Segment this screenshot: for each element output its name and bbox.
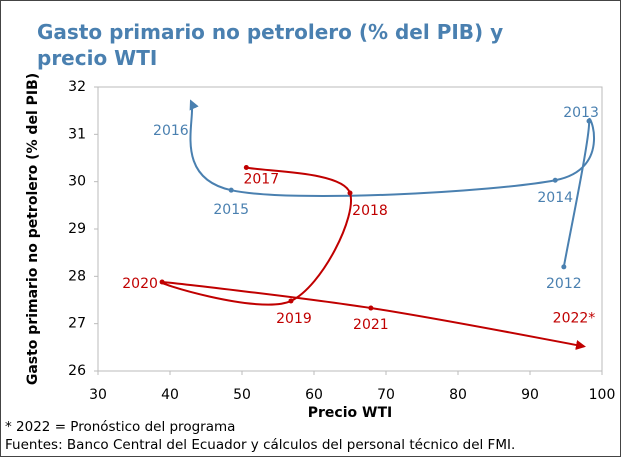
point [243, 164, 249, 170]
point-label: 2018 [352, 203, 388, 219]
point-label: 2017 [243, 171, 279, 187]
x-tick-label: 40 [161, 387, 179, 403]
point-label: 2016 [153, 123, 189, 139]
y-tick-label: 30 [68, 174, 86, 190]
y-tick-label: 26 [68, 363, 86, 379]
y-tick-label: 28 [68, 268, 86, 284]
x-axis-label: Precio WTI [308, 405, 392, 421]
point-label: 2020 [122, 276, 158, 292]
series-line [189, 99, 595, 268]
x-tick-label: 50 [233, 387, 251, 403]
point-label: 2019 [276, 311, 312, 327]
point [368, 305, 374, 311]
y-axis-label: Gasto primario no petrolero (% del PIB) [25, 73, 41, 385]
point [228, 187, 234, 193]
x-tick-label: 70 [377, 387, 395, 403]
x-tick-label: 80 [449, 387, 467, 403]
y-tick-label: 29 [68, 221, 86, 237]
x-tick-label: 30 [89, 387, 107, 403]
y-tick-label: 31 [68, 126, 86, 142]
point [288, 298, 294, 304]
footnote: Fuentes: Banco Central del Ecuador y cál… [5, 437, 516, 453]
x-tick-label: 100 [589, 387, 616, 403]
footnote: * 2022 = Pronóstico del programa [5, 419, 236, 435]
y-tick-label: 27 [68, 316, 86, 332]
point-label: 2014 [537, 190, 573, 206]
x-tick-label: 60 [305, 387, 323, 403]
point [552, 177, 558, 183]
point-label: 2015 [213, 202, 249, 218]
point-label: 2021 [353, 317, 389, 333]
y-tick-label: 32 [68, 79, 86, 95]
point [347, 190, 353, 196]
point [586, 118, 592, 124]
point-label: 2013 [563, 105, 599, 121]
point [159, 279, 165, 285]
x-tick-label: 90 [521, 387, 539, 403]
point-label: 2012 [546, 276, 582, 292]
chart-title: Gasto primario no petrolero (% del PIB) … [37, 20, 504, 70]
point-label: 2022* [553, 310, 596, 326]
point [561, 264, 567, 270]
